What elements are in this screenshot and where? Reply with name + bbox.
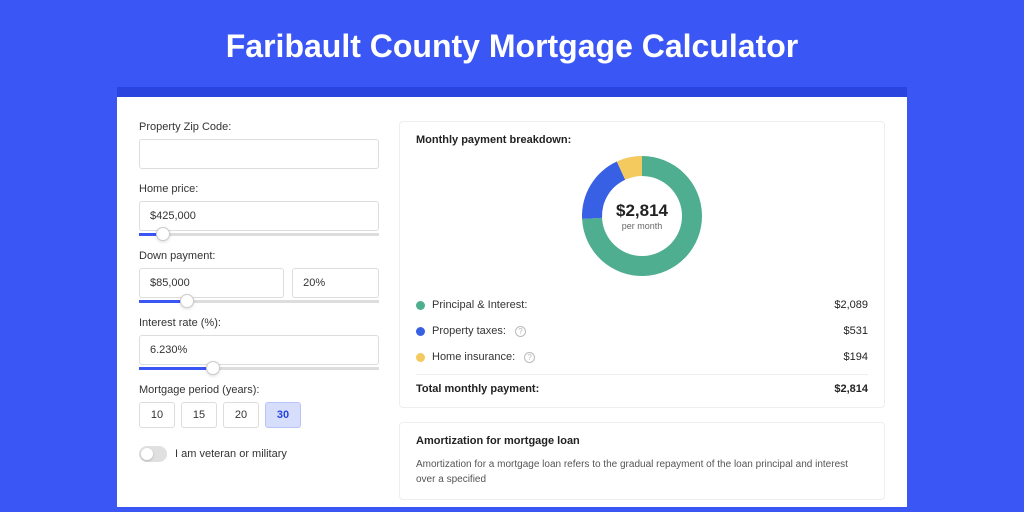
interest-label: Interest rate (%): — [139, 317, 379, 329]
amortization-panel: Amortization for mortgage loan Amortizat… — [399, 422, 885, 500]
down-payment-slider[interactable] — [139, 300, 379, 303]
interest-slider[interactable] — [139, 367, 379, 370]
total-row: Total monthly payment: $2,814 — [416, 374, 868, 395]
info-icon[interactable]: ? — [515, 326, 526, 337]
inputs-column: Property Zip Code: Home price: Down paym… — [139, 121, 379, 507]
legend-dot — [416, 301, 425, 310]
legend-row-home_insurance: Home insurance:? $194 — [416, 344, 868, 370]
veteran-toggle[interactable] — [139, 446, 167, 462]
legend-amount: $194 — [844, 351, 868, 363]
legend-label: Principal & Interest: — [432, 299, 527, 311]
down-payment-label: Down payment: — [139, 250, 379, 262]
total-label: Total monthly payment: — [416, 383, 539, 395]
zip-label: Property Zip Code: — [139, 121, 379, 133]
donut-amount: $2,814 — [616, 201, 668, 221]
slider-thumb[interactable] — [206, 361, 220, 375]
home-price-field-group: Home price: — [139, 183, 379, 236]
donut-center: $2,814 per month — [616, 201, 668, 231]
total-amount: $2,814 — [834, 383, 868, 395]
interest-field-group: Interest rate (%): — [139, 317, 379, 370]
results-column: Monthly payment breakdown: $2,814 per mo… — [399, 121, 885, 507]
period-option-20[interactable]: 20 — [223, 402, 259, 428]
veteran-toggle-row: I am veteran or military — [139, 446, 379, 462]
legend-amount: $2,089 — [834, 299, 868, 311]
donut-chart: $2,814 per month — [416, 156, 868, 276]
amortization-text: Amortization for a mortgage loan refers … — [416, 457, 868, 487]
home-price-slider[interactable] — [139, 233, 379, 236]
breakdown-title: Monthly payment breakdown: — [416, 134, 868, 146]
donut-sublabel: per month — [616, 221, 668, 231]
period-option-30[interactable]: 30 — [265, 402, 301, 428]
slider-thumb[interactable] — [156, 227, 170, 241]
zip-input[interactable] — [139, 139, 379, 169]
legend-dot — [416, 353, 425, 362]
home-price-input[interactable] — [139, 201, 379, 231]
down-payment-pct-input[interactable] — [292, 268, 379, 298]
legend-row-principal_interest: Principal & Interest: $2,089 — [416, 292, 868, 318]
veteran-label: I am veteran or military — [175, 448, 287, 460]
down-payment-field-group: Down payment: — [139, 250, 379, 303]
breakdown-panel: Monthly payment breakdown: $2,814 per mo… — [399, 121, 885, 408]
legend-dot — [416, 327, 425, 336]
period-option-10[interactable]: 10 — [139, 402, 175, 428]
period-option-15[interactable]: 15 — [181, 402, 217, 428]
period-label: Mortgage period (years): — [139, 384, 379, 396]
info-icon[interactable]: ? — [524, 352, 535, 363]
down-payment-input[interactable] — [139, 268, 284, 298]
slider-thumb[interactable] — [180, 294, 194, 308]
legend-row-property_taxes: Property taxes:? $531 — [416, 318, 868, 344]
page-title: Faribault County Mortgage Calculator — [0, 0, 1024, 87]
legend-label: Property taxes: — [432, 325, 506, 337]
legend-amount: $531 — [844, 325, 868, 337]
amortization-title: Amortization for mortgage loan — [416, 435, 868, 447]
interest-input[interactable] — [139, 335, 379, 365]
period-field-group: Mortgage period (years): 10152030 — [139, 384, 379, 428]
zip-field-group: Property Zip Code: — [139, 121, 379, 169]
calculator-card: Property Zip Code: Home price: Down paym… — [117, 87, 907, 507]
home-price-label: Home price: — [139, 183, 379, 195]
legend-label: Home insurance: — [432, 351, 515, 363]
